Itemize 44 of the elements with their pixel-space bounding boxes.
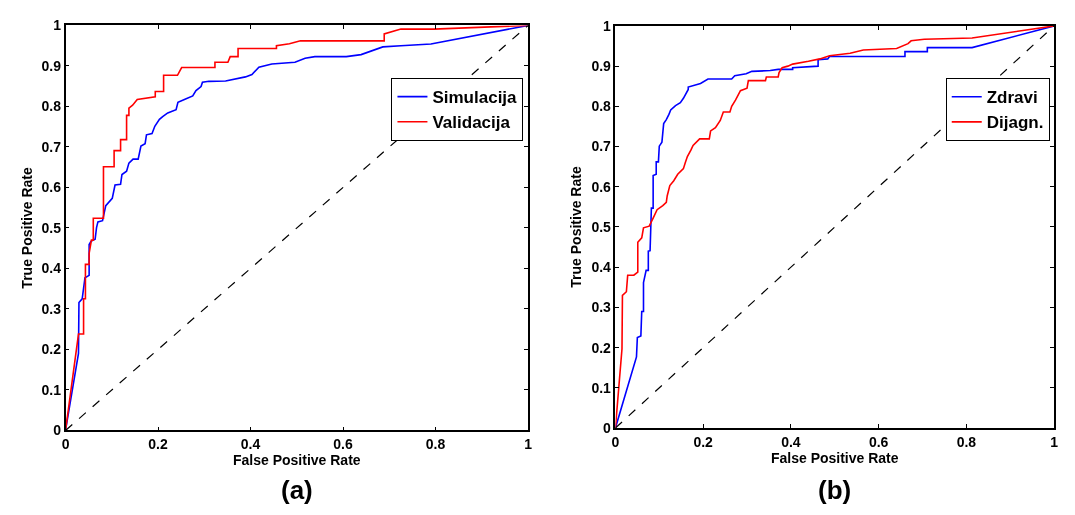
- y-tick-label: 0.7: [41, 138, 62, 155]
- x-tick-label: 0.6: [868, 433, 889, 450]
- y-tick-label: 0.2: [41, 341, 62, 358]
- x-tick-label: 0.8: [956, 433, 977, 450]
- x-tick-label: 0.2: [693, 433, 714, 450]
- y-axis-title: True Positive Rate: [18, 167, 35, 289]
- y-tick-label: 0.5: [591, 218, 612, 235]
- x-tick-label: 0.8: [425, 436, 446, 452]
- y-tick-label: 0.4: [41, 260, 62, 277]
- y-tick-label: 0.1: [41, 381, 62, 398]
- y-tick-label: 0: [603, 419, 612, 436]
- y-tick-label: 0.8: [591, 98, 612, 115]
- line-series: [615, 25, 1055, 429]
- y-tick-label: 0: [53, 422, 62, 439]
- text: (a): [281, 475, 313, 505]
- y-tick-label: 1: [603, 17, 612, 34]
- x-tick-label: 0.4: [781, 433, 801, 450]
- text: (b): [818, 475, 852, 505]
- y-tick-label: 0.4: [591, 259, 612, 276]
- y-tick-label: 0.8: [41, 98, 62, 115]
- x-tick-label: 1: [1050, 433, 1059, 450]
- x-tick-label: 0.2: [148, 436, 168, 452]
- y-tick-label: 0.3: [41, 300, 62, 317]
- y-tick-label: 0.1: [591, 379, 612, 396]
- x-axis-title: False Positive Rate: [232, 452, 361, 468]
- legend-label: Simulacija: [432, 88, 518, 108]
- legend-label: Zdravi: [986, 88, 1038, 108]
- y-axis-title: True Positive Rate: [568, 166, 585, 288]
- y-tick-label: 1: [53, 17, 62, 34]
- y-tick-label: 0.6: [591, 178, 612, 195]
- legend-label: Validacija: [432, 113, 511, 133]
- x-tick-label: 0.6: [333, 436, 353, 452]
- y-tick-label: 0.3: [591, 299, 612, 316]
- y-tick-label: 0.9: [41, 57, 62, 74]
- y-tick-label: 0.5: [41, 219, 62, 236]
- y-tick-label: 0.6: [41, 179, 62, 196]
- y-tick-label: 0.9: [591, 58, 612, 75]
- y-tick-label: 0.7: [591, 138, 612, 155]
- y-tick-label: 0.2: [591, 339, 612, 356]
- line-series: [65, 25, 529, 431]
- x-axis-title: False Positive Rate: [770, 449, 899, 466]
- x-tick-label: 0.4: [240, 436, 261, 452]
- x-tick-label: 1: [524, 436, 533, 452]
- legend-label: Dijagn.: [986, 113, 1044, 133]
